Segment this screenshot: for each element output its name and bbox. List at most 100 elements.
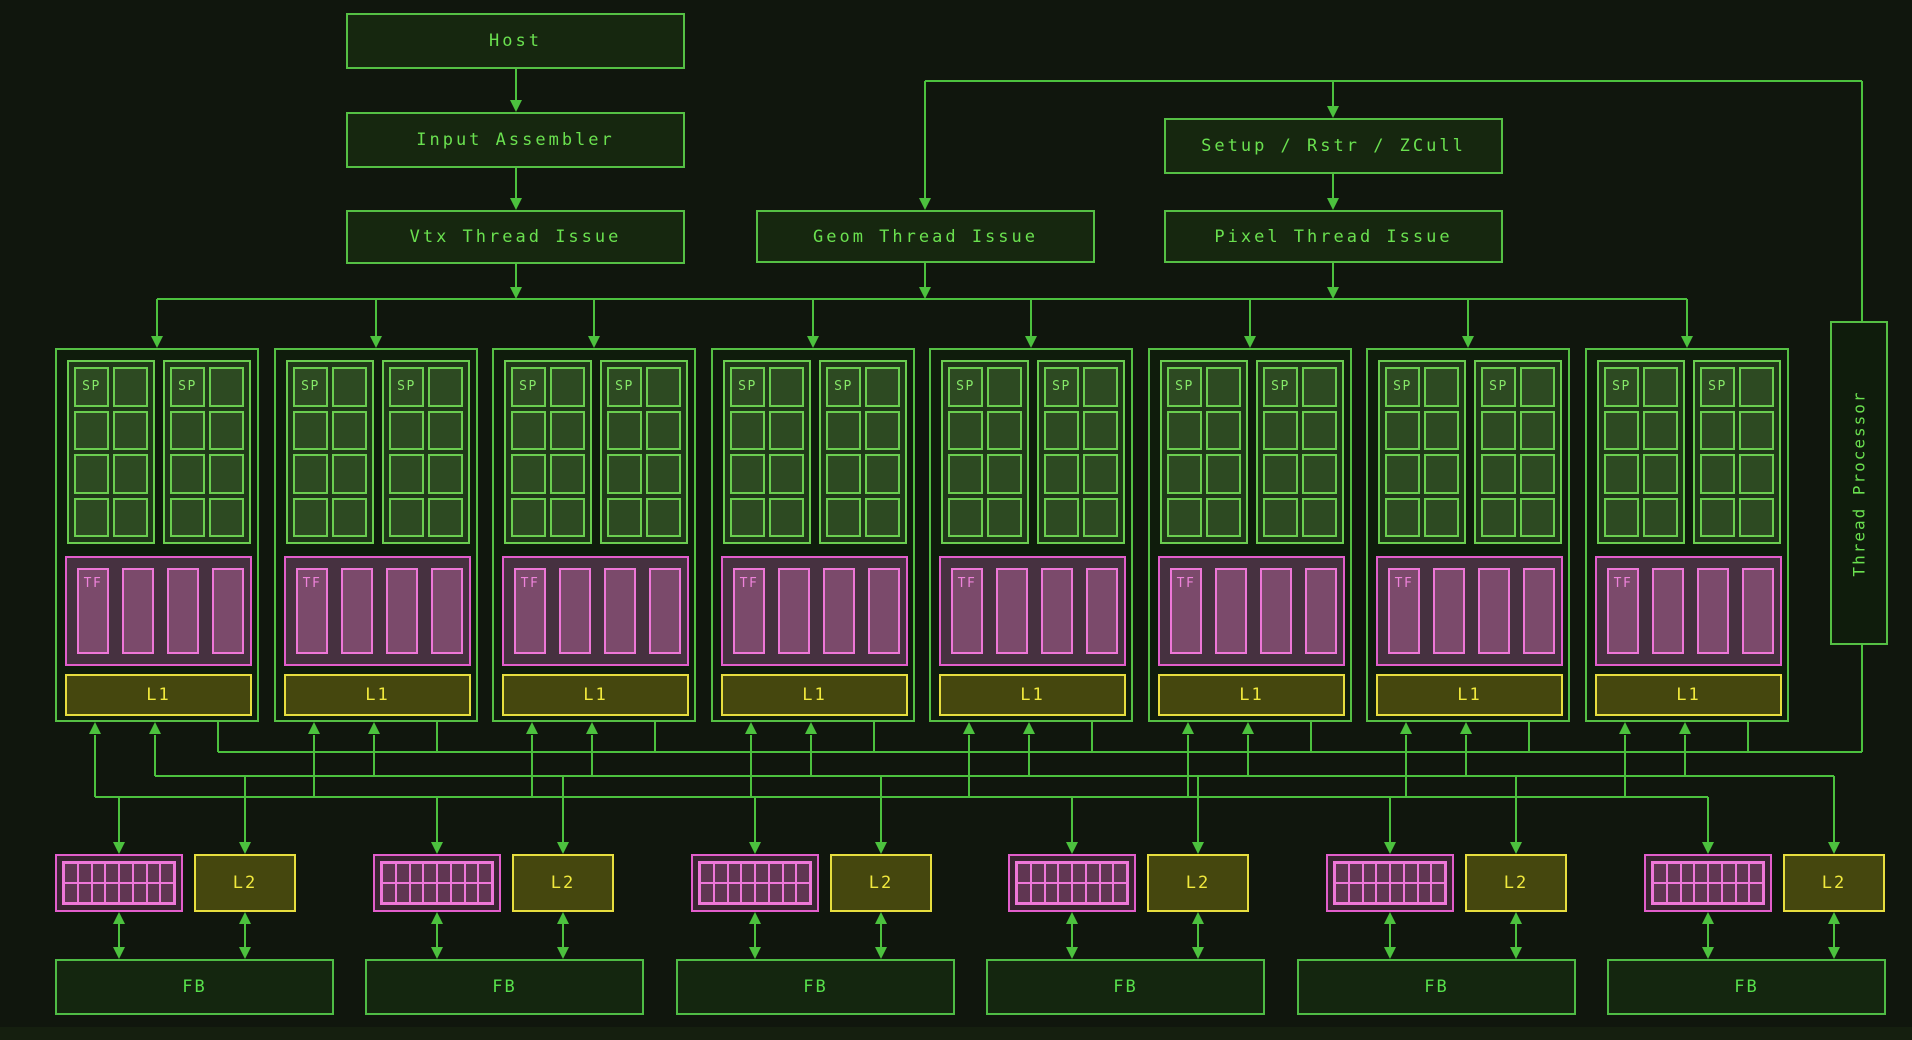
fb-box: FB xyxy=(365,959,644,1015)
sp-cell xyxy=(332,454,367,494)
sp-cell xyxy=(1206,410,1241,450)
sp-label: SP xyxy=(1708,379,1727,395)
sp-cell xyxy=(1424,454,1459,494)
tf-bar: TF xyxy=(1607,568,1639,654)
l1-cache: L1 xyxy=(502,674,689,716)
rop-cell xyxy=(91,883,106,903)
arrowhead xyxy=(1025,336,1037,348)
sp-cell xyxy=(769,454,804,494)
rop-grid xyxy=(380,861,494,905)
fb-box: FB xyxy=(676,959,955,1015)
geom-thread-issue-label: Geom Thread Issue xyxy=(813,226,1038,247)
sp-cell xyxy=(607,454,642,494)
arrowhead xyxy=(1384,912,1396,924)
tf-bar xyxy=(1478,568,1510,654)
sp-cell xyxy=(1302,454,1337,494)
rop-grid xyxy=(62,861,176,905)
sp-label: SP xyxy=(956,379,975,395)
tf-label: TF xyxy=(957,576,977,591)
rop-cell xyxy=(1348,883,1363,903)
fb-label: FB xyxy=(1734,977,1759,997)
sp-cell: SP xyxy=(389,367,424,407)
tf-bar: TF xyxy=(1170,568,1202,654)
arrowhead xyxy=(1510,842,1522,854)
sp-cell xyxy=(1520,497,1555,537)
arrowhead xyxy=(1327,198,1339,210)
arrowhead xyxy=(431,912,443,924)
sp-grid: SP xyxy=(1693,360,1781,544)
arrowhead xyxy=(1462,336,1474,348)
sp-cell xyxy=(1263,497,1298,537)
sp-label: SP xyxy=(1271,379,1290,395)
rop-cell xyxy=(1030,863,1045,883)
sp-cell xyxy=(428,454,463,494)
fb-box: FB xyxy=(1297,959,1576,1015)
rop-cell xyxy=(1735,883,1750,903)
rop-cell xyxy=(1721,883,1736,903)
sp-cell xyxy=(1044,454,1079,494)
rop-cell xyxy=(91,863,106,883)
l1-label: L1 xyxy=(1676,685,1701,705)
arrowhead xyxy=(1828,947,1840,959)
sp-label: SP xyxy=(301,379,320,395)
sp-grid: SP xyxy=(1378,360,1466,544)
rop-cell xyxy=(700,863,714,883)
arrowhead xyxy=(749,912,761,924)
sp-cell xyxy=(113,367,148,407)
arrowhead xyxy=(557,842,569,854)
sp-cell xyxy=(332,410,367,450)
tf-bar: TF xyxy=(296,568,328,654)
sp-grid: SP xyxy=(504,360,592,544)
sp-cell xyxy=(1520,454,1555,494)
sp-cell xyxy=(646,367,681,407)
rop-cell xyxy=(1099,863,1114,883)
vtx-thread-issue-box: Vtx Thread Issue xyxy=(346,210,685,264)
rop-cell xyxy=(160,883,174,903)
l2-label: L2 xyxy=(1185,873,1211,893)
rop-cell xyxy=(796,883,810,903)
sp-cell xyxy=(1604,410,1639,450)
tf-bar xyxy=(386,568,418,654)
tf-unit: TF xyxy=(1595,556,1782,666)
arrowhead xyxy=(1192,947,1204,959)
sp-label: SP xyxy=(1489,379,1508,395)
rop-cell xyxy=(1708,863,1722,883)
rop-cell xyxy=(146,883,161,903)
l1-cache: L1 xyxy=(1376,674,1563,716)
arrowhead xyxy=(919,198,931,210)
vtx-thread-issue-label: Vtx Thread Issue xyxy=(409,227,622,247)
arrowhead xyxy=(113,912,125,924)
sp-label: SP xyxy=(178,379,197,395)
rop-cell xyxy=(1680,883,1695,903)
sp-grid: SP xyxy=(286,360,374,544)
rop-cell xyxy=(105,883,119,903)
arrowhead xyxy=(875,842,887,854)
rop-cell xyxy=(1335,883,1349,903)
l2-label: L2 xyxy=(1503,873,1529,893)
rop-cell xyxy=(119,883,133,903)
rop-cell xyxy=(741,883,755,903)
tf-bar xyxy=(1742,568,1774,654)
l2-cache: L2 xyxy=(512,854,614,912)
arrowhead xyxy=(239,947,251,959)
arrowhead xyxy=(805,722,817,734)
sp-grid: SP xyxy=(1037,360,1125,544)
rop-cell xyxy=(755,863,769,883)
tf-bar xyxy=(1260,568,1292,654)
rop-cell xyxy=(1708,883,1722,903)
tf-bar xyxy=(1086,568,1118,654)
rop-cell xyxy=(478,863,492,883)
sp-cell xyxy=(730,497,765,537)
sp-cell xyxy=(1206,454,1241,494)
arrowhead xyxy=(557,912,569,924)
sp-label: SP xyxy=(738,379,757,395)
rop-cell xyxy=(1735,863,1750,883)
sp-grid: SP xyxy=(941,360,1029,544)
rop-cell xyxy=(768,863,783,883)
sp-cell xyxy=(170,497,205,537)
tf-unit: TF xyxy=(1376,556,1563,666)
thread-processor-box: Thread Processor xyxy=(1830,321,1888,645)
arrowhead xyxy=(588,336,600,348)
host-box: Host xyxy=(346,13,685,69)
sp-grid: SP xyxy=(723,360,811,544)
